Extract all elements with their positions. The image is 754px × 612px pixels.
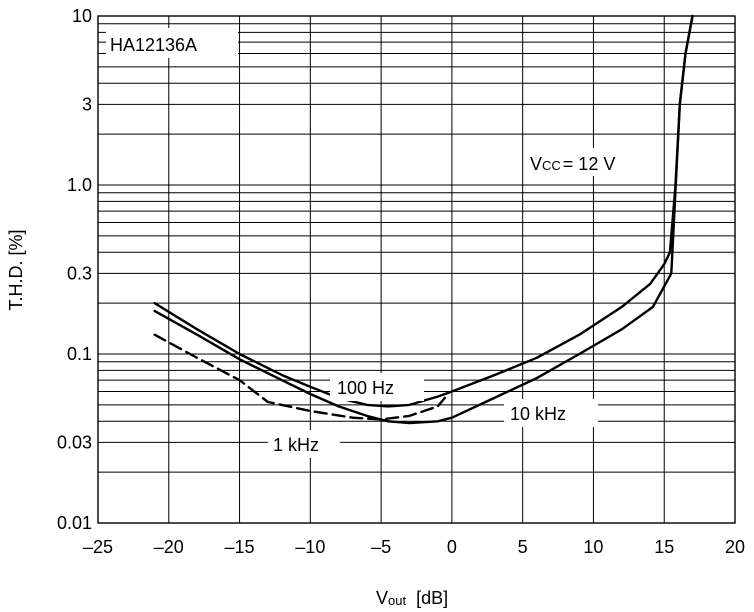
curves [153,14,694,425]
x-tick-label: 0 [447,537,457,557]
x-axis-title-main: V [376,588,388,608]
plot-frame [97,15,736,524]
series-label-100hz: 100 Hz [337,378,394,398]
series-curve-10khz [153,14,694,425]
x-tick-label: –15 [225,537,255,557]
vcc-main: V [530,154,542,174]
grid [98,16,735,523]
x-axis-title-sub: out [388,593,406,608]
x-tick-label: 15 [654,537,674,557]
x-tick-label: 5 [518,537,528,557]
y-tick-labels: 0.01 0.03 0.1 0.3 1.0 3 10 [57,6,92,533]
label-10khz-backdrop [504,399,598,427]
x-tick-label: –20 [154,537,184,557]
label-1khz-backdrop [268,430,340,458]
label-100hz-backdrop [330,373,424,401]
series-label-10khz: 10 kHz [510,404,566,424]
vcc-annotation: VCC = 12 V [530,154,615,174]
x-tick-label: 20 [725,537,745,557]
part-number-label: HA12136A [110,35,197,55]
x-axis-title: Vout [dB] [376,588,448,608]
x-axis-title-unit: [dB] [416,588,448,608]
vcc-sub: CC [542,158,561,173]
x-tick-label: –25 [83,537,113,557]
y-tick-label: 0.1 [67,344,92,364]
y-tick-label: 3 [82,94,92,114]
y-axis-title: T.H.D. [%] [6,229,26,310]
x-tick-label: –10 [295,537,325,557]
series-curve-100hz [153,14,694,408]
x-tick-label: 10 [583,537,603,557]
vcc-value: = 12 V [563,154,616,174]
y-tick-label: 10 [72,6,92,26]
part-number-backdrop [106,28,238,58]
y-tick-label: 0.01 [57,513,92,533]
y-tick-label: 0.3 [67,263,92,283]
y-tick-label: 1.0 [67,175,92,195]
x-tick-labels: –25 –20 –15 –10 –5 0 5 10 15 20 [83,537,745,557]
series-label-1khz: 1 kHz [273,435,319,455]
vcc-backdrop [526,148,658,176]
y-tick-label: 0.03 [57,432,92,452]
x-tick-label: –5 [371,537,391,557]
series-curve-1khz [153,333,446,421]
